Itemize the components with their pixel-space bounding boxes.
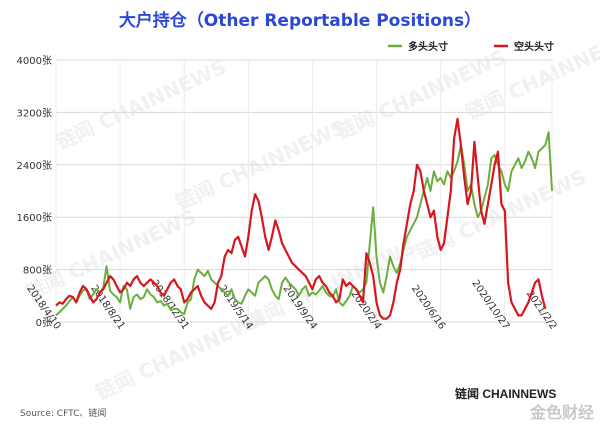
legend-label: 多头头寸 bbox=[408, 40, 448, 53]
legend-label: 空头头寸 bbox=[514, 40, 554, 53]
series-line-long bbox=[55, 131, 553, 317]
chart-title: 大户持仓（Other Reportable Positions） bbox=[118, 11, 482, 31]
series-line-short bbox=[55, 117, 547, 320]
legend: 多头头寸 空头头寸 bbox=[388, 40, 554, 53]
y-tick-label: 1600张 bbox=[17, 212, 52, 224]
y-tick-label: 0张 bbox=[36, 317, 52, 329]
watermark-text: 链闻 CHAINNEWS bbox=[52, 55, 230, 155]
x-tick-label: 2020/6/16 bbox=[409, 283, 447, 331]
y-tick-label: 3200张 bbox=[17, 107, 52, 119]
y-tick-label: 2400张 bbox=[17, 160, 52, 172]
y-axis: 0张 800张 1600张 2400张 3200张 4000张 bbox=[17, 55, 52, 329]
y-tick-label: 4000张 bbox=[17, 55, 52, 67]
brand-secondary: 金色财经 bbox=[530, 403, 595, 422]
brand-logo: 链闻 CHAINNEWS bbox=[455, 387, 557, 401]
grid-lines bbox=[55, 59, 553, 323]
source-note: Source: CFTC、链闻 bbox=[20, 409, 107, 419]
y-tick-label: 800张 bbox=[23, 265, 52, 277]
series-layer bbox=[55, 117, 553, 320]
